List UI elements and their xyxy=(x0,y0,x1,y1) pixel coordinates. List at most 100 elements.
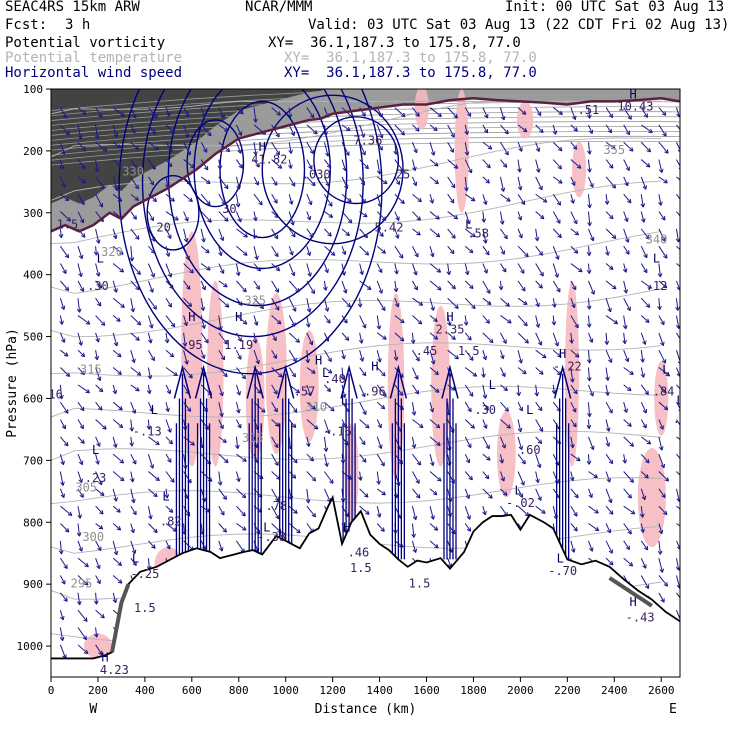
wind-vector xyxy=(676,384,680,390)
wind-arrowhead xyxy=(675,306,680,311)
wind-arrowhead xyxy=(662,283,668,289)
wind-vector xyxy=(253,246,258,260)
wind-arrowhead xyxy=(290,221,295,226)
wind-vector xyxy=(288,349,297,363)
wind-vector xyxy=(59,107,68,119)
wind-vector xyxy=(165,540,171,550)
wind-vector xyxy=(552,332,559,347)
wind-vector xyxy=(623,263,627,273)
pv-label: -.38 xyxy=(257,530,286,544)
wind-arrowhead xyxy=(60,305,66,310)
wind-vector xyxy=(130,436,133,447)
wind-arrowhead xyxy=(362,458,367,463)
wind-arrowhead xyxy=(465,458,471,464)
wind-vector xyxy=(77,315,91,325)
wind-vector xyxy=(218,471,222,486)
wind-arrowhead xyxy=(523,300,528,306)
wind-vector xyxy=(341,280,347,294)
wind-vector xyxy=(394,280,397,292)
wind-vector xyxy=(676,505,680,510)
wind-vector xyxy=(147,228,156,242)
wind-arrowhead xyxy=(309,149,314,155)
wind-vector xyxy=(324,384,331,392)
positive-shading-9 xyxy=(496,410,516,498)
wind-arrowhead xyxy=(100,613,105,619)
wind-vector xyxy=(323,454,328,467)
wind-arrowhead xyxy=(150,249,156,254)
positive-shading-7 xyxy=(431,305,450,467)
wind-arrowhead xyxy=(292,307,297,312)
wind-vector xyxy=(60,211,71,222)
wind-arrowhead xyxy=(287,113,293,118)
wind-vector xyxy=(447,349,459,360)
wind-arrowhead xyxy=(518,406,524,412)
wind-vector xyxy=(112,505,121,513)
wind-arrowhead xyxy=(485,444,490,450)
wind-vector xyxy=(271,471,281,480)
wind-arrowhead xyxy=(486,289,491,294)
wind-vector xyxy=(271,453,279,466)
wind-arrowhead xyxy=(556,201,562,206)
wind-vector xyxy=(95,644,103,656)
wind-vector xyxy=(640,280,652,289)
wind-arrowhead xyxy=(485,250,490,256)
wind-arrowhead xyxy=(417,197,422,203)
wind-arrowhead xyxy=(224,458,229,464)
wind-vector xyxy=(464,471,473,481)
wind-arrowhead xyxy=(415,357,420,362)
wind-vector xyxy=(376,280,383,294)
wind-arrowhead xyxy=(275,514,280,520)
wind-vector xyxy=(411,402,415,416)
wind-vector xyxy=(412,211,421,221)
wind-vector xyxy=(112,124,118,138)
wind-arrowhead xyxy=(538,284,543,289)
wind-vector xyxy=(482,297,492,305)
wind-arrowhead xyxy=(274,497,280,502)
wind-arrowhead xyxy=(346,126,351,132)
positive-shading-8 xyxy=(454,89,469,213)
pv-label: H xyxy=(235,310,242,324)
wind-arrowhead xyxy=(325,182,330,187)
wind-arrowhead xyxy=(504,129,509,135)
wind-vector xyxy=(499,176,505,192)
wind-arrowhead xyxy=(189,268,194,274)
wind-arrowhead xyxy=(119,459,125,464)
wind-arrowhead xyxy=(167,162,173,168)
y-tick-label: 600 xyxy=(23,392,43,405)
wind-arrowhead xyxy=(61,150,66,155)
wind-arrowhead xyxy=(112,389,118,395)
wind-arrowhead xyxy=(358,476,363,481)
wind-arrowhead xyxy=(252,339,258,344)
x-tick-label: 400 xyxy=(135,684,155,697)
wind-arrowhead xyxy=(223,127,229,132)
wind-arrowhead xyxy=(67,511,73,517)
wind-vector xyxy=(552,298,556,308)
wind-vector xyxy=(130,402,136,414)
wind-vector xyxy=(306,384,312,397)
wind-arrowhead xyxy=(364,424,370,429)
wind-vector xyxy=(394,211,400,221)
wind-vector xyxy=(288,176,296,187)
wind-vector xyxy=(95,297,102,307)
wind-arrowhead xyxy=(237,423,242,429)
wind-arrowhead xyxy=(539,214,545,220)
wind-vector xyxy=(517,228,523,239)
wind-vector xyxy=(200,332,209,344)
wind-arrowhead xyxy=(486,300,492,306)
wind-vector xyxy=(500,419,511,429)
wind-vector xyxy=(640,332,646,345)
wind-vector xyxy=(464,384,474,397)
wind-vector xyxy=(200,124,212,137)
wind-arrowhead xyxy=(253,216,258,222)
wind-vector xyxy=(605,523,611,534)
pv-label: -.22 xyxy=(553,360,582,374)
wind-arrowhead xyxy=(324,337,330,342)
wind-arrowhead xyxy=(483,128,489,134)
pv-label: H xyxy=(629,87,636,101)
wind-vector xyxy=(271,436,279,448)
wind-arrowhead xyxy=(61,424,66,430)
wind-arrowhead xyxy=(415,127,420,132)
wind-vector xyxy=(60,124,70,136)
theta-contour xyxy=(51,230,662,294)
wind-vector xyxy=(77,349,86,358)
